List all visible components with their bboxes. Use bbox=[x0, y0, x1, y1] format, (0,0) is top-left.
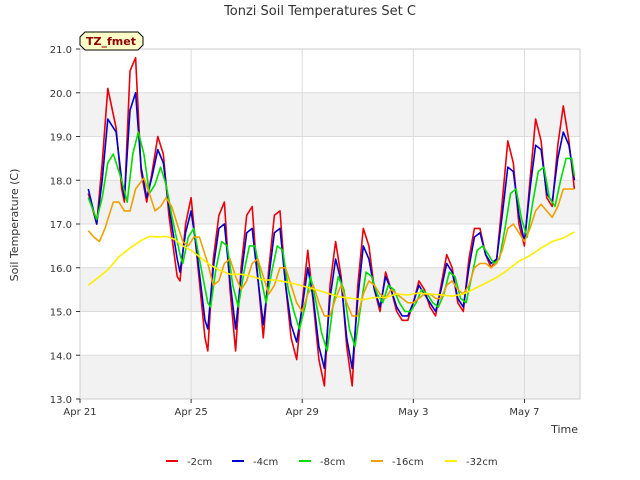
x-tick-label: May 7 bbox=[509, 407, 539, 418]
x-axis-label: Time bbox=[550, 423, 578, 436]
legend-label: -32cm bbox=[466, 457, 498, 468]
legend-label: -8cm bbox=[320, 457, 345, 468]
x-tick-label: Apr 29 bbox=[286, 407, 319, 418]
y-tick-label: 13.0 bbox=[50, 395, 72, 406]
series-group bbox=[87, 56, 576, 387]
y-tick-label: 17.0 bbox=[50, 220, 72, 231]
annotation-label: TZ_fmet bbox=[86, 35, 136, 48]
series-line-16cmcm bbox=[87, 177, 575, 317]
legend-label: -2cm bbox=[187, 457, 212, 468]
x-tick-label: Apr 25 bbox=[175, 407, 208, 418]
x-tick-label: Apr 21 bbox=[63, 407, 96, 418]
legend-label: -4cm bbox=[253, 457, 278, 468]
y-tick-label: 15.0 bbox=[50, 308, 72, 319]
annotation-badge: TZ_fmet bbox=[79, 31, 144, 51]
x-axis: Apr 21 Apr 25 Apr 29 May 3 May 7 bbox=[63, 399, 540, 418]
y-tick-label: 19.0 bbox=[50, 133, 72, 144]
y-axis-label: Soil Temperature (C) bbox=[8, 169, 21, 282]
series-line-4cmcm bbox=[87, 92, 576, 370]
x-tick-label: May 3 bbox=[398, 407, 428, 418]
series-line-8cmcm bbox=[87, 131, 576, 352]
plot-band bbox=[80, 92, 580, 137]
legend-label: -16cm bbox=[392, 457, 424, 468]
chart-title: Tonzi Soil Temperatures Set C bbox=[223, 4, 416, 19]
y-tick-label: 16.0 bbox=[50, 264, 72, 275]
series-line-32cmcm bbox=[87, 231, 575, 301]
plot-band bbox=[80, 355, 580, 399]
y-tick-label: 21.0 bbox=[50, 45, 72, 56]
y-axis: 13.0 14.0 15.0 16.0 17.0 18.0 19.0 20.0 21.0 bbox=[50, 45, 80, 406]
legend: -2cm -4cm -8cm -16cm -32cm bbox=[166, 457, 498, 468]
y-tick-label: 20.0 bbox=[50, 89, 72, 100]
y-tick-label: 14.0 bbox=[50, 351, 72, 362]
plot-bands bbox=[80, 92, 580, 399]
y-tick-label: 18.0 bbox=[50, 176, 72, 187]
